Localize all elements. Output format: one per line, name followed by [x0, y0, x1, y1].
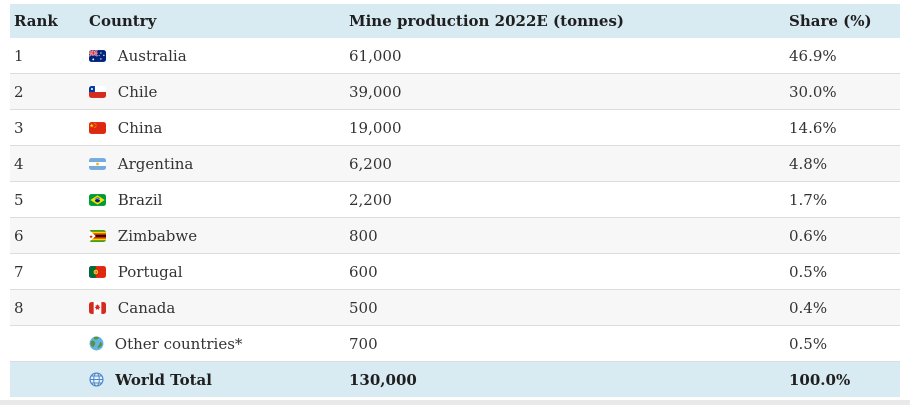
- country-label: Other countries*: [114, 334, 243, 353]
- share-cell: 100.0%: [785, 361, 900, 397]
- production-cell: 2,200: [345, 181, 785, 218]
- rank-cell: 4: [10, 145, 85, 182]
- rank-cell: 1: [10, 38, 85, 74]
- rank-cell: [10, 361, 85, 397]
- share-cell: 0.5%: [785, 253, 900, 290]
- table-row: 1 Australia 61,000 46.9%: [10, 38, 900, 74]
- country-label: Zimbabwe: [117, 226, 198, 245]
- share-cell: 0.5%: [785, 325, 900, 362]
- country-cell: Argentina: [85, 145, 345, 182]
- country-label: China: [117, 118, 163, 137]
- country-cell: Canada: [85, 289, 345, 326]
- production-cell: 19,000: [345, 109, 785, 146]
- mine-production-table: Rank Country Mine production 2022E (tonn…: [10, 4, 900, 397]
- table-row: 4 Argentina 6,200 4.8%: [10, 145, 900, 182]
- country-label: World Total: [115, 370, 212, 389]
- share-cell: 0.4%: [785, 289, 900, 326]
- share-cell: 46.9%: [785, 38, 900, 74]
- flag-chile-icon: [89, 85, 106, 98]
- total-row: World Total 130,000 100.0%: [10, 361, 900, 397]
- table-row: 7 Portugal 600 0.5%: [10, 253, 900, 290]
- rank-cell: 8: [10, 289, 85, 326]
- country-cell: Brazil: [85, 181, 345, 218]
- rank-cell: 2: [10, 73, 85, 110]
- country-cell: Australia: [85, 38, 345, 74]
- rank-cell: 6: [10, 217, 85, 254]
- production-cell: 61,000: [345, 38, 785, 74]
- flag-canada-icon: [89, 301, 106, 314]
- globe-americas-icon: [89, 336, 104, 351]
- table-row: 8 Canada 500 0.4%: [10, 289, 900, 326]
- share-cell: 14.6%: [785, 109, 900, 146]
- col-header-share: Share (%): [785, 4, 900, 38]
- production-cell: 500: [345, 289, 785, 326]
- share-cell: 1.7%: [785, 181, 900, 218]
- country-label: Portugal: [117, 262, 183, 281]
- flag-zimbabwe-icon: [89, 229, 106, 242]
- share-cell: 0.6%: [785, 217, 900, 254]
- country-label: Argentina: [117, 154, 194, 173]
- table-row: 6 Zimbabwe 800 0.6%: [10, 217, 900, 254]
- share-cell: 30.0%: [785, 73, 900, 110]
- rank-cell: 5: [10, 181, 85, 218]
- flag-china-icon: [89, 121, 106, 134]
- country-cell: Chile: [85, 73, 345, 110]
- flag-portugal-icon: [89, 265, 106, 278]
- header-row: Rank Country Mine production 2022E (tonn…: [10, 4, 900, 38]
- country-cell: Zimbabwe: [85, 217, 345, 254]
- country-cell: Other countries*: [85, 325, 345, 362]
- table-row: Other countries* 700 0.5%: [10, 325, 900, 362]
- country-label: Chile: [117, 82, 158, 101]
- production-cell: 800: [345, 217, 785, 254]
- col-header-production: Mine production 2022E (tonnes): [345, 4, 785, 38]
- share-cell: 4.8%: [785, 145, 900, 182]
- flag-brazil-icon: [89, 193, 106, 206]
- production-cell: 39,000: [345, 73, 785, 110]
- rank-cell: [10, 325, 85, 362]
- country-cell: World Total: [85, 361, 345, 397]
- production-cell: 6,200: [345, 145, 785, 182]
- col-header-rank: Rank: [10, 4, 85, 38]
- table-row: 5 Brazil 2,200 1.7%: [10, 181, 900, 218]
- country-label: Brazil: [117, 190, 163, 209]
- col-header-country: Country: [85, 4, 345, 38]
- page-section-divider: [0, 400, 910, 405]
- globe-meridians-icon: [89, 371, 104, 387]
- rank-cell: 3: [10, 109, 85, 146]
- table-row: 3 China 19,000 14.6%: [10, 109, 900, 146]
- rank-cell: 7: [10, 253, 85, 290]
- country-cell: Portugal: [85, 253, 345, 290]
- flag-australia-icon: [89, 49, 106, 62]
- country-cell: China: [85, 109, 345, 146]
- production-cell: 700: [345, 325, 785, 362]
- production-cell: 600: [345, 253, 785, 290]
- flag-argentina-icon: [89, 157, 106, 170]
- country-label: Australia: [117, 46, 187, 65]
- country-label: Canada: [117, 298, 176, 317]
- table-row: 2 Chile 39,000 30.0%: [10, 73, 900, 110]
- production-cell: 130,000: [345, 361, 785, 397]
